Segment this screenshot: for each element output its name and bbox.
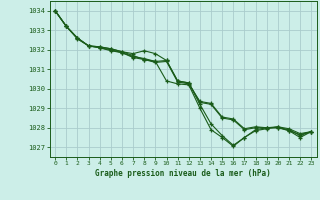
X-axis label: Graphe pression niveau de la mer (hPa): Graphe pression niveau de la mer (hPa) <box>95 169 271 178</box>
